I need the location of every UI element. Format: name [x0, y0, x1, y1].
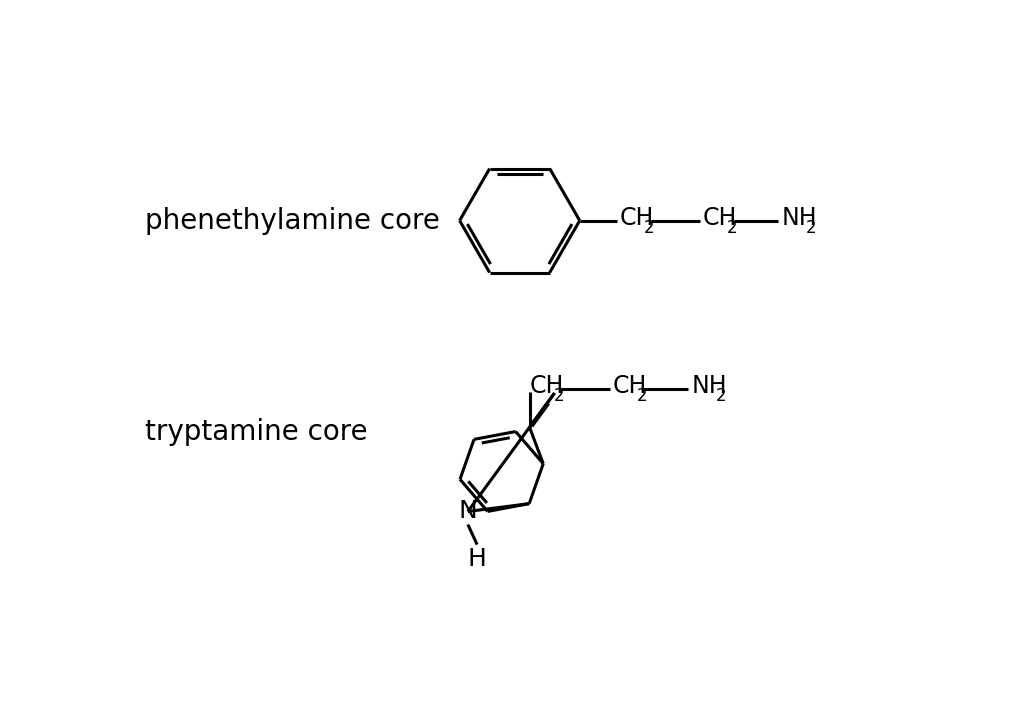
Text: 2: 2 — [805, 219, 817, 237]
Text: CH: CH — [620, 206, 655, 230]
Text: N: N — [459, 499, 477, 523]
Text: 2: 2 — [554, 387, 564, 405]
Text: H: H — [468, 547, 486, 571]
Text: NH: NH — [782, 206, 817, 230]
Text: CH: CH — [613, 374, 647, 398]
Text: CH: CH — [529, 374, 564, 398]
Text: 2: 2 — [715, 387, 726, 405]
Text: 2: 2 — [727, 219, 738, 237]
Text: CH: CH — [703, 206, 738, 230]
Text: phenethylamine core: phenethylamine core — [145, 207, 439, 234]
Text: NH: NH — [692, 374, 726, 398]
Text: tryptamine core: tryptamine core — [145, 419, 367, 446]
Text: 2: 2 — [637, 387, 647, 405]
Text: 2: 2 — [644, 219, 655, 237]
